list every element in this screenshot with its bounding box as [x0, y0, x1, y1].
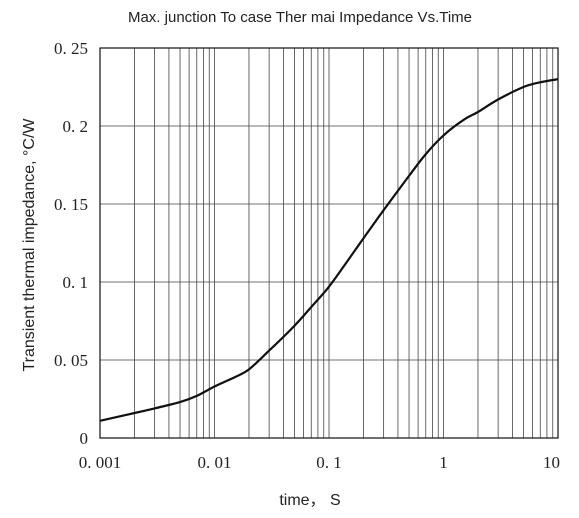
- x-axis-label: time， S: [279, 492, 340, 509]
- x-tick-label: 0. 001: [79, 453, 122, 472]
- x-tick-label: 0. 01: [198, 453, 232, 472]
- y-tick-label: 0. 05: [54, 351, 88, 370]
- x-tick-label: 1: [439, 453, 448, 472]
- y-tick-label: 0. 15: [54, 195, 88, 214]
- y-tick-label: 0. 2: [63, 117, 89, 136]
- y-tick-labels: 0 0. 05 0. 1 0. 15 0. 2 0. 25: [54, 39, 88, 448]
- y-tick-label: 0. 1: [63, 273, 89, 292]
- y-axis-label: Transient thermal impedance, °C/W: [21, 118, 38, 372]
- y-tick-label: 0. 25: [54, 39, 88, 58]
- chart-title: Max. junction To case Ther mai Impedance…: [128, 9, 472, 26]
- plot-frame: [99, 47, 559, 439]
- x-tick-label: 10: [543, 453, 560, 472]
- x-tick-labels: 0. 001 0. 01 0. 1 1 10: [79, 453, 560, 472]
- x-tick-label: 0. 1: [316, 453, 342, 472]
- y-tick-label: 0: [80, 429, 89, 448]
- series-line: [99, 78, 559, 422]
- grid: [100, 48, 558, 438]
